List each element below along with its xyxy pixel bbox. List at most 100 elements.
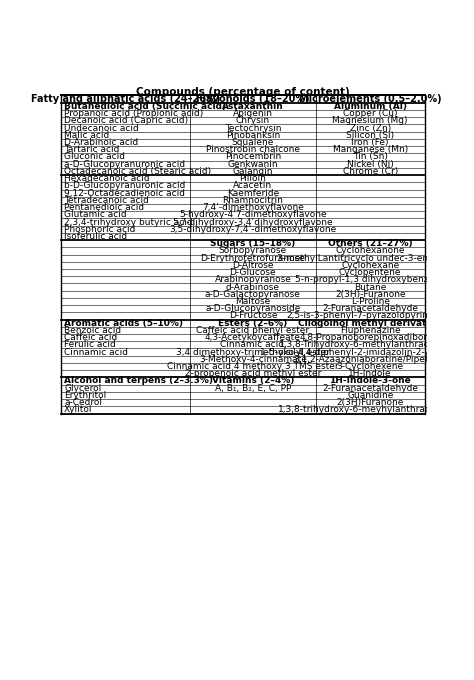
Text: D-Erythrotetrofuranose: D-Erythrotetrofuranose: [201, 254, 305, 262]
Text: Cliogoinol methyl derivative: Cliogoinol methyl derivative: [299, 319, 442, 328]
Text: D-Fructose: D-Fructose: [228, 311, 277, 320]
Text: Kaemferide: Kaemferide: [227, 188, 279, 198]
Text: D-Glucose: D-Glucose: [229, 268, 276, 277]
Text: a-D-Glucopyranuronic acid: a-D-Glucopyranuronic acid: [64, 160, 185, 169]
Text: Undecanoic acid: Undecanoic acid: [64, 124, 139, 133]
Text: Pinocembrin: Pinocembrin: [225, 152, 281, 161]
Text: d-Arabinose: d-Arabinose: [226, 283, 280, 292]
Text: Cinnamic acid,: Cinnamic acid,: [219, 341, 286, 350]
Text: 1-5-oxo-4,4-diphenyl-2-imidazolin-2-yl guanidine: 1-5-oxo-4,4-diphenyl-2-imidazolin-2-yl g…: [260, 347, 474, 356]
Text: 2-Furanacetaldehyde: 2-Furanacetaldehyde: [322, 304, 418, 313]
Text: Glycerol: Glycerol: [64, 384, 101, 393]
Text: 1,3,8-trihydroxy-6-meyhylanthraquinone: 1,3,8-trihydroxy-6-meyhylanthraquinone: [278, 405, 463, 414]
Text: 2,3,4-trihydroxy butyric acid: 2,3,4-trihydroxy butyric acid: [64, 218, 192, 226]
Text: Fatty and aliphatic acids (24–26%): Fatty and aliphatic acids (24–26%): [31, 94, 220, 104]
Text: Astaxanthin: Astaxanthin: [222, 102, 284, 111]
Text: Pinostrobin chalcone: Pinostrobin chalcone: [206, 146, 300, 154]
Text: Isoferulic acid: Isoferulic acid: [64, 232, 127, 241]
Text: Aluminum (Al): Aluminum (Al): [334, 102, 407, 111]
Text: a-Cedrol: a-Cedrol: [64, 398, 102, 407]
Text: 1H-Indole-3-one: 1H-Indole-3-one: [329, 377, 411, 386]
Text: 9,12-Octadecadienoic acid: 9,12-Octadecadienoic acid: [64, 188, 185, 198]
Text: 2,5-is-3-phenyl-7-pyrazolopyrimidine: 2,5-is-3-phenyl-7-pyrazolopyrimidine: [286, 311, 454, 320]
Text: Zinc (Zn): Zinc (Zn): [350, 124, 391, 133]
Text: Esters (2–6%): Esters (2–6%): [219, 319, 288, 328]
Text: Caffeic acid phenyl ester: Caffeic acid phenyl ester: [196, 326, 310, 335]
Text: 1H-Indole: 1H-Indole: [348, 369, 392, 378]
Text: Cinnamic acid 4 methoxy 3 TMS ester: Cinnamic acid 4 methoxy 3 TMS ester: [167, 362, 339, 371]
Text: Squalene: Squalene: [232, 138, 274, 147]
Text: Aromatic acids (5–10%): Aromatic acids (5–10%): [64, 319, 183, 328]
Text: Iron (Fe): Iron (Fe): [351, 138, 389, 147]
Text: Xylitol: Xylitol: [64, 405, 92, 414]
Text: Apigenin: Apigenin: [233, 109, 273, 118]
Text: Sugars (15–18%): Sugars (15–18%): [210, 239, 296, 248]
Text: Malic acid: Malic acid: [64, 131, 109, 140]
Text: 2-Furanacetaldehyde: 2-Furanacetaldehyde: [322, 384, 418, 393]
Text: Copper (Cu): Copper (Cu): [343, 109, 398, 118]
Text: Acacetin: Acacetin: [233, 182, 273, 190]
Text: D-Altrose: D-Altrose: [232, 261, 273, 270]
Text: Butanedioic acid (Succinic acid): Butanedioic acid (Succinic acid): [64, 102, 226, 111]
Text: Cyclopentene: Cyclopentene: [339, 268, 401, 277]
Text: Genkwanin: Genkwanin: [228, 160, 278, 169]
Text: a-D-Galactopyranose: a-D-Galactopyranose: [205, 290, 301, 299]
Text: Manganese (Mn): Manganese (Mn): [333, 146, 408, 154]
Text: 4,3-Acetykoycaffeate: 4,3-Acetykoycaffeate: [205, 333, 301, 342]
Text: D-Arabinoic acid: D-Arabinoic acid: [64, 138, 138, 147]
Text: Cyclohexane: Cyclohexane: [341, 261, 399, 270]
Text: Tartaric acid: Tartaric acid: [64, 146, 119, 154]
Text: 3,4 dimethoxy-trimethylsilyl ester: 3,4 dimethoxy-trimethylsilyl ester: [176, 347, 330, 356]
Text: Others (21–27%): Others (21–27%): [328, 239, 412, 248]
Text: Sorbopyranose: Sorbopyranose: [219, 246, 287, 256]
Text: Propanoic acid (Propionic acid): Propanoic acid (Propionic acid): [64, 109, 203, 118]
Text: Tectochrysin: Tectochrysin: [225, 124, 281, 133]
Text: 2-propenoic acid methyl ester: 2-propenoic acid methyl ester: [185, 369, 321, 378]
Text: Pinobanksin: Pinobanksin: [226, 131, 280, 140]
Text: 3-methylLantitricyclo undec-3-en 10-one: 3-methylLantitricyclo undec-3-en 10-one: [277, 254, 463, 262]
Text: Galangin: Galangin: [233, 167, 273, 176]
Text: 5-hydroxy-4’7-dimethoxyflavone: 5-hydroxy-4’7-dimethoxyflavone: [179, 210, 327, 220]
Text: Microelements (0.5–2.0%): Microelements (0.5–2.0%): [299, 94, 441, 104]
Text: Butane: Butane: [354, 283, 386, 292]
Text: Ferulic acid: Ferulic acid: [64, 341, 116, 350]
Text: Tin (Sn): Tin (Sn): [353, 152, 388, 161]
Text: 5,7-dihydroxy-3,4’dihydroxyflavone: 5,7-dihydroxy-3,4’dihydroxyflavone: [173, 218, 333, 226]
Text: 4,8-Propanoborepinoxadiborole: 4,8-Propanoborepinoxadiborole: [300, 333, 441, 342]
Text: Chrome (Cr): Chrome (Cr): [343, 167, 398, 176]
Text: Magnesium (Mg): Magnesium (Mg): [332, 116, 408, 125]
Text: Cyclohexanone: Cyclohexanone: [336, 246, 405, 256]
Text: Benzoic acid: Benzoic acid: [64, 326, 121, 335]
Text: a-D-Glucopyranoside: a-D-Glucopyranoside: [205, 304, 301, 313]
Text: Tetradecanoic acid: Tetradecanoic acid: [64, 196, 149, 205]
Text: Silicon (Si): Silicon (Si): [346, 131, 394, 140]
Text: Hexadecanoic acid: Hexadecanoic acid: [64, 174, 150, 183]
Text: Decanoic acid (Capric acid): Decanoic acid (Capric acid): [64, 116, 188, 125]
Text: 2(3H)-Furanone: 2(3H)-Furanone: [335, 290, 406, 299]
Text: Erythritol: Erythritol: [64, 391, 106, 400]
Text: Flavonoids (18–20%): Flavonoids (18–20%): [196, 94, 310, 104]
Text: 3,1,2-Azaazoniaboratine/Piperonal: 3,1,2-Azaazoniaboratine/Piperonal: [293, 355, 447, 364]
Text: Alcohol and terpens (2–3.3%): Alcohol and terpens (2–3.3%): [64, 377, 213, 386]
Text: Nickel (Ni): Nickel (Ni): [347, 160, 393, 169]
Text: Cinnamic acid: Cinnamic acid: [64, 347, 128, 356]
Text: 2(3H)Furanone: 2(3H)Furanone: [337, 398, 404, 407]
Text: Guanidine: Guanidine: [347, 391, 393, 400]
Text: 3-Methoxy-4-cinnamate: 3-Methoxy-4-cinnamate: [199, 355, 307, 364]
Text: L-Proline: L-Proline: [351, 297, 390, 306]
Text: 1,3,8-Trihydroxy-6-methylanthraquinone: 1,3,8-Trihydroxy-6-methylanthraquinone: [279, 341, 461, 350]
Text: Caffeic acid: Caffeic acid: [64, 333, 117, 342]
Text: Phosphoric acid: Phosphoric acid: [64, 225, 136, 234]
Text: Vitamins (2–4%): Vitamins (2–4%): [212, 377, 294, 386]
Text: 5-n-propyl-1,3 dihydroxybenzene: 5-n-propyl-1,3 dihydroxybenzene: [295, 275, 446, 284]
Text: Chrysin: Chrysin: [236, 116, 270, 125]
Text: Octadecanoic acid (Stearic acid): Octadecanoic acid (Stearic acid): [64, 167, 211, 176]
Text: 3-Cyclohexene: 3-Cyclohexene: [337, 362, 404, 371]
Text: Gluconic acid: Gluconic acid: [64, 152, 125, 161]
Text: b-D-Glucopyranuronic acid: b-D-Glucopyranuronic acid: [64, 182, 185, 190]
Text: Glutamic acid: Glutamic acid: [64, 210, 127, 220]
Text: Maltose: Maltose: [235, 297, 271, 306]
Text: Fluphenazine: Fluphenazine: [340, 326, 401, 335]
Text: 3,5-dihydroxy-7,4’-dimethoxyflavone: 3,5-dihydroxy-7,4’-dimethoxyflavone: [169, 225, 337, 234]
Text: 7,4’-dimethoxyflavone: 7,4’-dimethoxyflavone: [202, 203, 304, 212]
